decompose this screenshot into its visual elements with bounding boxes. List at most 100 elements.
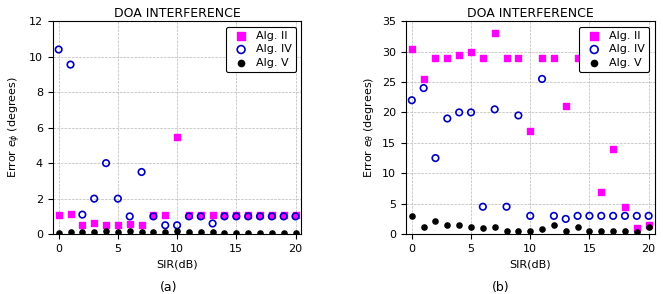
Alg. II: [89, 221, 99, 226]
Title: DOA INTERFERENCE: DOA INTERFERENCE: [467, 7, 593, 20]
Alg. IV: [196, 214, 206, 219]
Legend: Alg. II, Alg. IV, Alg. V: Alg. II, Alg. IV, Alg. V: [579, 27, 649, 72]
Alg. II: [548, 55, 559, 60]
Y-axis label: Error $e_{\phi}$ (degrees): Error $e_{\phi}$ (degrees): [7, 77, 23, 178]
Alg. IV: [418, 86, 429, 91]
Alg. V: [489, 225, 500, 229]
Alg. V: [406, 213, 417, 218]
Alg. V: [77, 230, 88, 235]
Alg. IV: [572, 213, 583, 218]
Alg. II: [608, 147, 619, 151]
Legend: Alg. II, Alg. IV, Alg. V: Alg. II, Alg. IV, Alg. V: [225, 27, 296, 72]
Alg. IV: [267, 214, 277, 219]
Alg. IV: [125, 214, 135, 219]
Alg. II: [418, 76, 429, 81]
Alg. IV: [643, 213, 654, 218]
Alg. II: [584, 55, 595, 60]
Alg. II: [184, 212, 194, 217]
Alg. V: [525, 229, 536, 233]
Alg. IV: [290, 214, 301, 219]
Alg. V: [513, 229, 524, 233]
Alg. IV: [631, 213, 642, 218]
Y-axis label: Error $e_{\theta}$ (degrees): Error $e_{\theta}$ (degrees): [363, 77, 377, 178]
Alg. II: [501, 55, 512, 60]
Alg. II: [525, 128, 536, 133]
Alg. II: [137, 223, 147, 228]
Alg. IV: [608, 213, 619, 218]
Alg. V: [65, 230, 76, 235]
Alg. II: [596, 189, 607, 194]
Alg. II: [620, 204, 631, 209]
Alg. V: [537, 227, 548, 232]
Alg. IV: [477, 204, 488, 209]
Alg. V: [584, 229, 595, 233]
Alg. II: [278, 212, 289, 217]
Title: DOA INTERFERENCE: DOA INTERFERENCE: [114, 7, 241, 20]
Alg. IV: [537, 76, 548, 81]
Alg. IV: [243, 214, 253, 219]
Alg. IV: [65, 62, 76, 67]
Alg. IV: [406, 98, 417, 103]
Alg. IV: [113, 196, 123, 201]
Alg. IV: [231, 214, 241, 219]
Alg. II: [537, 55, 548, 60]
Alg. V: [620, 229, 631, 233]
Alg. V: [53, 231, 64, 235]
Alg. IV: [255, 214, 265, 219]
Alg. IV: [77, 212, 88, 217]
Alg. V: [125, 229, 135, 234]
Alg. IV: [560, 217, 571, 221]
Text: (a): (a): [160, 281, 178, 294]
Alg. IV: [278, 214, 289, 219]
Alg. II: [53, 212, 64, 217]
Alg. II: [572, 55, 583, 60]
Alg. V: [631, 230, 642, 235]
Alg. V: [596, 229, 607, 233]
Alg. II: [631, 226, 642, 230]
Alg. II: [125, 222, 135, 227]
X-axis label: SIR(dB): SIR(dB): [509, 259, 551, 269]
Alg. V: [101, 229, 111, 234]
Alg. II: [267, 212, 277, 217]
Text: (b): (b): [492, 281, 509, 294]
Alg. V: [465, 225, 476, 229]
Alg. V: [255, 231, 265, 235]
Alg. IV: [525, 213, 536, 218]
Alg. II: [113, 223, 123, 228]
Alg. V: [243, 231, 253, 235]
X-axis label: SIR(dB): SIR(dB): [156, 259, 198, 269]
Alg. II: [465, 49, 476, 54]
Alg. IV: [430, 156, 441, 161]
Alg. II: [560, 104, 571, 109]
Alg. V: [184, 230, 194, 235]
Alg. V: [160, 230, 170, 235]
Alg. V: [454, 223, 465, 227]
Alg. IV: [89, 196, 99, 201]
Alg. II: [77, 223, 88, 228]
Alg. IV: [160, 223, 170, 228]
Alg. V: [560, 229, 571, 233]
Alg. V: [572, 225, 583, 229]
Alg. IV: [513, 113, 524, 118]
Alg. V: [148, 230, 158, 235]
Alg. IV: [219, 214, 230, 219]
Alg. IV: [501, 204, 512, 209]
Alg. II: [101, 223, 111, 228]
Alg. II: [430, 55, 441, 60]
Alg. IV: [584, 213, 595, 218]
Alg. II: [231, 212, 241, 217]
Alg. II: [513, 55, 524, 60]
Alg. V: [418, 225, 429, 229]
Alg. V: [231, 231, 241, 235]
Alg. II: [290, 212, 301, 217]
Alg. V: [442, 223, 453, 227]
Alg. V: [278, 231, 289, 235]
Alg. II: [219, 212, 230, 217]
Alg. IV: [454, 110, 465, 115]
Alg. II: [643, 223, 654, 227]
Alg. II: [489, 31, 500, 36]
Alg. V: [643, 225, 654, 229]
Alg. V: [89, 230, 99, 235]
Alg. V: [548, 223, 559, 227]
Alg. IV: [137, 170, 147, 174]
